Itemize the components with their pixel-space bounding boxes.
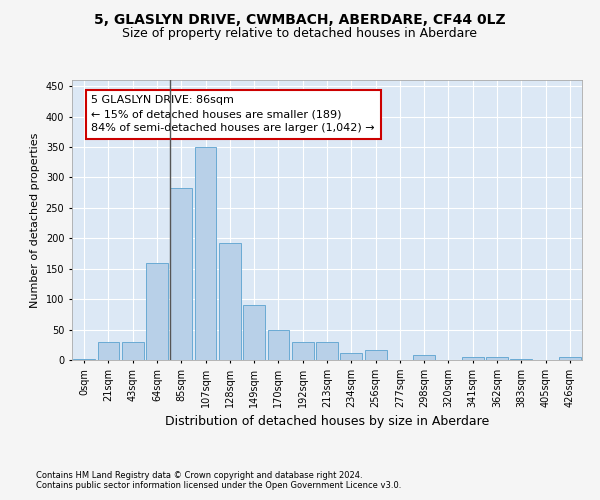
Bar bbox=[146, 262, 168, 360]
Bar bbox=[97, 342, 119, 360]
Bar bbox=[462, 357, 484, 360]
X-axis label: Distribution of detached houses by size in Aberdare: Distribution of detached houses by size … bbox=[165, 416, 489, 428]
Bar bbox=[486, 357, 508, 360]
Bar bbox=[316, 342, 338, 360]
Bar bbox=[170, 188, 192, 360]
Text: 5 GLASLYN DRIVE: 86sqm
← 15% of detached houses are smaller (189)
84% of semi-de: 5 GLASLYN DRIVE: 86sqm ← 15% of detached… bbox=[91, 95, 375, 133]
Bar bbox=[268, 330, 289, 360]
Bar bbox=[122, 342, 143, 360]
Text: 5, GLASLYN DRIVE, CWMBACH, ABERDARE, CF44 0LZ: 5, GLASLYN DRIVE, CWMBACH, ABERDARE, CF4… bbox=[94, 12, 506, 26]
Bar bbox=[340, 354, 362, 360]
Bar bbox=[73, 359, 95, 360]
Y-axis label: Number of detached properties: Number of detached properties bbox=[30, 132, 40, 308]
Bar bbox=[219, 243, 241, 360]
Text: Contains public sector information licensed under the Open Government Licence v3: Contains public sector information licen… bbox=[36, 481, 401, 490]
Text: Size of property relative to detached houses in Aberdare: Size of property relative to detached ho… bbox=[122, 28, 478, 40]
Bar bbox=[559, 357, 581, 360]
Bar bbox=[194, 147, 217, 360]
Text: Contains HM Land Registry data © Crown copyright and database right 2024.: Contains HM Land Registry data © Crown c… bbox=[36, 471, 362, 480]
Bar bbox=[243, 304, 265, 360]
Bar bbox=[413, 354, 435, 360]
Bar bbox=[365, 350, 386, 360]
Bar bbox=[292, 342, 314, 360]
